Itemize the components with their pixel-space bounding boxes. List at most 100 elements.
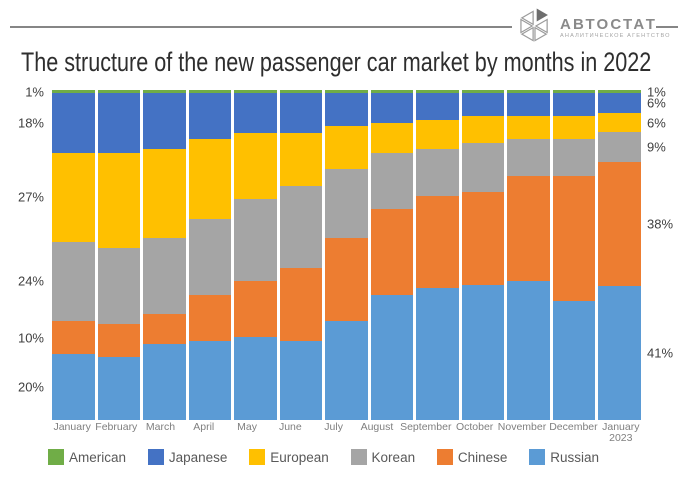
segment-american-may	[234, 90, 277, 94]
segment-korean-january	[52, 241, 95, 321]
segment-japanese-july	[325, 93, 368, 127]
segment-japanese-december	[552, 93, 596, 117]
x-label-july: July	[324, 421, 343, 433]
legend-label-european: European	[270, 449, 329, 465]
segment-european-july	[325, 126, 368, 170]
segment-european-september	[416, 119, 459, 150]
segment-russian-january	[52, 353, 95, 420]
left-label-japanese: 18%	[17, 115, 44, 131]
bar-july	[325, 90, 368, 420]
segment-chinese-february	[97, 324, 141, 358]
segment-japanese-may	[234, 93, 277, 133]
segment-japanese-november	[507, 93, 550, 117]
segment-chinese-april	[188, 294, 232, 341]
segment-european-october	[461, 116, 505, 143]
segment-european-june	[279, 132, 323, 186]
left-label-american: 1%	[25, 84, 44, 100]
segment-japanese-january	[52, 93, 95, 153]
legend-label-chinese: Chinese	[457, 449, 508, 465]
segment-russian-march	[143, 344, 186, 420]
avtostat-hexagon-icon	[520, 8, 548, 42]
x-axis-labels: January February March April May June July Augu…	[52, 422, 641, 444]
segment-russian-april	[188, 340, 232, 420]
x-label-january: January	[53, 421, 91, 433]
segment-chinese-january	[52, 320, 95, 354]
legend-item-russian: Russian	[529, 449, 599, 465]
bar-january-2023	[598, 90, 641, 420]
segment-american-october	[461, 90, 505, 94]
segment-european-april	[188, 139, 232, 219]
logo-subtitle: АНАЛИТИЧЕСКОЕ АГЕНТСТВО	[560, 33, 671, 39]
left-label-korean: 24%	[17, 273, 44, 289]
bar-march	[143, 90, 186, 420]
segment-chinese-june	[279, 268, 323, 341]
segment-american-november	[507, 90, 550, 94]
right-label-american: 1%	[647, 84, 666, 100]
segment-korean-march	[143, 238, 186, 315]
logo-text: АВТОСТАТ АНАЛИТИЧЕСКОЕ АГЕНТСТВО	[560, 17, 671, 40]
segment-korean-december	[552, 139, 596, 176]
segment-european-december	[552, 116, 596, 140]
bar-may	[234, 90, 277, 420]
segment-russian-february	[97, 357, 141, 420]
bar-february	[97, 90, 141, 420]
segment-korean-april	[188, 218, 232, 295]
segment-russian-december	[552, 301, 596, 420]
bar-december	[552, 90, 596, 420]
segment-european-may	[234, 132, 277, 199]
bar-november	[507, 90, 550, 420]
legend-swatch-russian	[529, 449, 546, 465]
segment-chinese-september	[416, 195, 459, 288]
left-label-russian: 20%	[17, 379, 44, 395]
segment-japanese-august	[370, 93, 414, 123]
segment-european-august	[370, 122, 414, 153]
bar-october	[461, 90, 505, 420]
right-label-russian: 41%	[647, 345, 674, 361]
legend-label-russian: Russian	[550, 449, 599, 465]
segment-american-april	[188, 90, 232, 94]
legend-item-japanese: Japanese	[147, 449, 227, 465]
header-rule-left	[10, 26, 512, 28]
segment-american-december	[552, 90, 596, 94]
x-label-february: February	[95, 421, 138, 433]
segment-japanese-february	[97, 93, 141, 153]
x-label-october: October	[455, 421, 494, 433]
segment-european-november	[507, 116, 550, 140]
left-axis-labels: 1% 18% 27% 24% 10% 20%	[0, 85, 48, 420]
legend-item-european: European	[249, 449, 329, 465]
x-label-june: June	[278, 421, 302, 433]
legend: American Japanese European Korean Chinese Rus…	[48, 449, 599, 465]
segment-chinese-august	[370, 208, 414, 295]
segment-korean-june	[279, 185, 323, 269]
right-label-japanese: 6%	[647, 95, 666, 111]
segment-american-july	[325, 90, 368, 94]
segment-chinese-july	[325, 238, 368, 321]
segment-japanese-september	[416, 93, 459, 120]
segment-chinese-october	[461, 192, 505, 285]
right-axis-labels: 1% 6% 6% 9% 38% 41%	[643, 85, 687, 420]
segment-american-february	[97, 90, 141, 94]
segment-japanese-january-2023	[598, 93, 641, 113]
logo-title: АВТОСТАТ	[560, 16, 658, 33]
legend-label-korean: Korean	[371, 449, 416, 465]
left-label-european: 27%	[17, 189, 44, 205]
segment-european-march	[143, 149, 186, 239]
x-label-november: November	[497, 421, 547, 433]
segment-russian-august	[370, 294, 414, 420]
x-label-april: April	[193, 421, 215, 433]
legend-item-american: American	[48, 449, 126, 465]
segment-american-august	[370, 90, 414, 94]
segment-european-february	[97, 152, 141, 249]
chart-title: The structure of the new passenger car m…	[21, 47, 652, 77]
segment-russian-july	[325, 320, 368, 420]
segment-korean-july	[325, 169, 368, 239]
segment-american-march	[143, 90, 186, 94]
segment-american-september	[416, 90, 459, 94]
segment-european-january	[52, 152, 95, 242]
segment-chinese-may	[234, 281, 277, 338]
segment-chinese-january-2023	[598, 161, 641, 286]
bar-june	[279, 90, 323, 420]
x-label-august: August	[360, 421, 394, 433]
legend-swatch-american	[48, 449, 64, 465]
legend-item-korean: Korean	[350, 449, 416, 465]
